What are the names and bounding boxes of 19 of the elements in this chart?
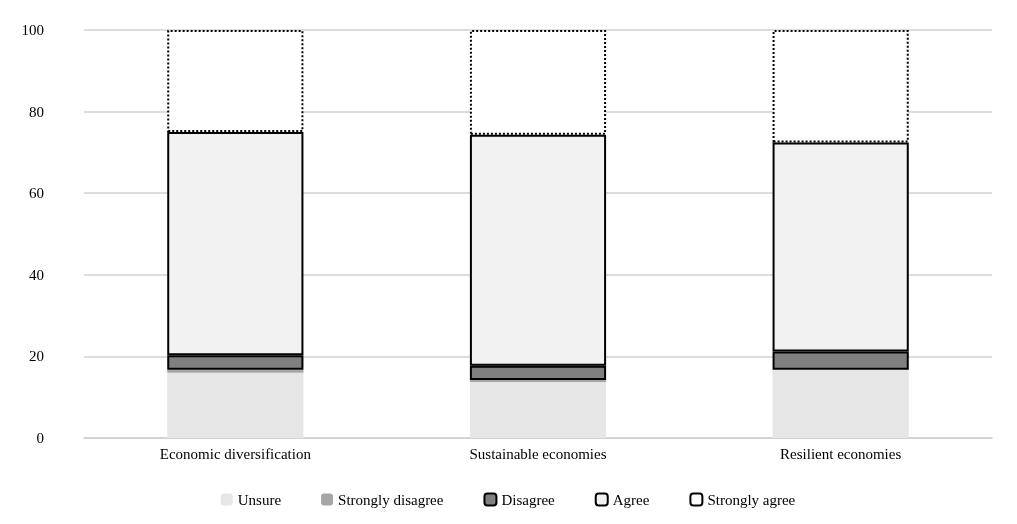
bar [167, 369, 304, 373]
bar [167, 372, 304, 438]
y-tick-label: 60 [29, 185, 44, 202]
y-tick-label: 20 [29, 348, 44, 365]
y-tick-label: 0 [36, 430, 44, 446]
legend-label: Strongly disagree [338, 491, 444, 508]
legend-label: Agree [612, 491, 650, 508]
x-tick-label: Resilient economies [780, 445, 902, 462]
bar [469, 382, 607, 438]
legend-label: Disagree [501, 491, 556, 508]
y-tick-label: 80 [29, 103, 44, 120]
legend-label: Unsure [237, 491, 282, 508]
bar [469, 380, 607, 383]
bar [772, 369, 909, 438]
y-tick-label: 100 [21, 22, 44, 38]
y-tick-label: 40 [29, 266, 44, 283]
x-tick-label: Economic diversification [159, 445, 312, 462]
x-tick-label: Sustainable economies [469, 445, 607, 462]
legend-label: Strongly agree [707, 491, 796, 508]
